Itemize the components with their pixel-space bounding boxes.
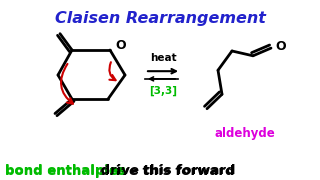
Text: O: O xyxy=(275,40,286,53)
Text: [3,3]: [3,3] xyxy=(149,86,177,96)
Text: Claisen Rearrangement: Claisen Rearrangement xyxy=(55,11,265,26)
Text: heat: heat xyxy=(150,53,176,64)
Text: O: O xyxy=(115,39,126,52)
Text: drive this forward: drive this forward xyxy=(95,165,235,178)
Text: aldehyde: aldehyde xyxy=(215,127,276,140)
Text: bond enthalpies: bond enthalpies xyxy=(5,164,126,177)
Text: drive this forward: drive this forward xyxy=(96,164,236,177)
Text: bond enthalpies: bond enthalpies xyxy=(5,165,126,178)
